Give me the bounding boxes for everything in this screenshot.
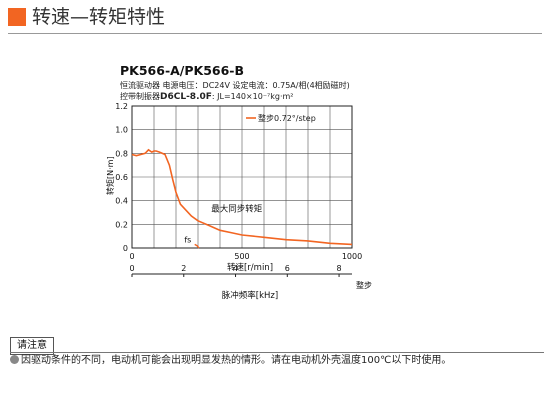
drive-conditions: 恒流驱动器 电源电压：DC24V 设定电流：0.75A/相(4相励磁时) xyxy=(120,81,350,90)
x-tick-label: 1000 xyxy=(342,252,362,261)
chart-grid xyxy=(132,106,352,248)
y-tick-label: 0.6 xyxy=(115,173,128,182)
notes-divider xyxy=(10,352,544,353)
fs-curve xyxy=(194,243,200,249)
x-axis-label: 转速[r/min] xyxy=(227,262,273,273)
chart-legend: 整步0.72°/step xyxy=(246,113,316,123)
damper-inertia: : JL=140×10⁻⁷kg·m² xyxy=(211,92,294,101)
notes-text: 因驱动条件的不同，电动机可能会出现明显发热的情形。请在电动机外壳温度100℃以下… xyxy=(21,355,452,366)
damper-conditions: 控带制振器D6CL-8.0F: JL=140×10⁻⁷kg·m² xyxy=(120,91,294,102)
frequency-axis-unit: 整步 xyxy=(356,280,372,290)
page-title: 转速—转矩特性 xyxy=(32,6,166,28)
y-tick-label: 1.2 xyxy=(115,102,128,111)
frequency-tick-label: 6 xyxy=(285,264,290,273)
x-tick-label: 500 xyxy=(234,252,249,261)
title-accent-square xyxy=(8,8,26,26)
y-axis-label: 转矩[N·m] xyxy=(105,156,115,195)
frequency-tick-label: 2 xyxy=(181,264,186,273)
title-bar: 转速—转矩特性 xyxy=(8,4,542,34)
notes-header: 请注意 xyxy=(10,337,54,355)
y-tick-label: 0.4 xyxy=(115,197,128,206)
y-tick-label: 0.2 xyxy=(115,220,128,229)
damper-prefix: 控带制振器 xyxy=(120,92,160,101)
y-tick-label: 0 xyxy=(123,244,128,253)
y-tick-label: 0.8 xyxy=(115,149,128,158)
y-ticks: 0 0.2 0.4 0.6 0.8 1.0 1.2 xyxy=(115,102,128,253)
notes-text-row: 因驱动条件的不同，电动机可能会出现明显发热的情形。请在电动机外壳温度100℃以下… xyxy=(10,354,451,368)
y-tick-label: 1.0 xyxy=(115,126,128,135)
frequency-tick-label: 4 xyxy=(233,264,238,273)
frequency-tick-label: 0 xyxy=(129,264,134,273)
frequency-axis: 0 2 4 6 8 xyxy=(129,264,352,277)
x-tick-label: 0 xyxy=(129,252,134,261)
title-divider xyxy=(8,33,542,34)
frequency-tick-label: 8 xyxy=(337,264,342,273)
legend-label: 整步0.72°/step xyxy=(258,113,316,123)
bullet-icon xyxy=(10,355,19,364)
annotation-max-sync-torque: 最大同步转矩 xyxy=(211,203,263,214)
plot-frame xyxy=(131,105,353,249)
x-ticks: 0 500 1000 xyxy=(129,252,362,261)
model-name: PK566-A/PK566-B xyxy=(120,63,245,78)
torque-curve xyxy=(131,148,353,246)
damper-model: D6CL-8.0F xyxy=(160,92,212,102)
annotation-fs: fs xyxy=(184,235,191,244)
frequency-axis-label: 脉冲频率[kHz] xyxy=(222,290,278,301)
